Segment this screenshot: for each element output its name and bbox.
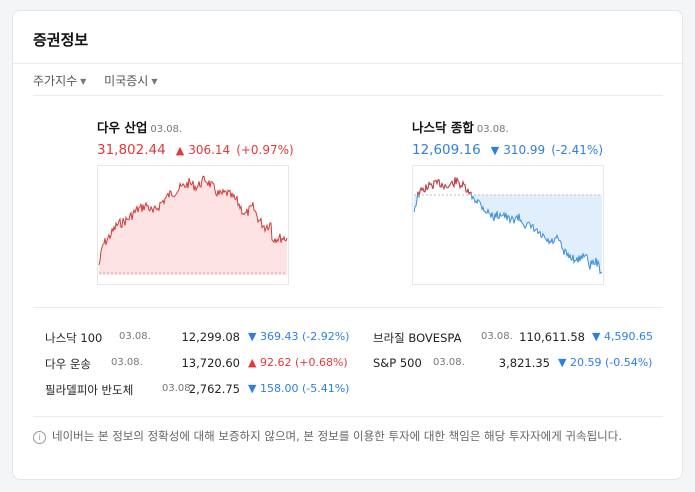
stock-info-widget: 증권정보 주가지수 ▼ 미국증시 ▼ 다우 산업 03.08. 31,802.44 ▲ 3… (12, 10, 683, 480)
nasdaq-area (414, 195, 602, 274)
index-name: 다우 산업 (97, 120, 148, 135)
list-item-date: 03.08. (162, 383, 194, 394)
index-values: 12,609.16 ▼ 310.99 (-2.41%) (412, 142, 603, 158)
up-triangle-icon: ▲ (175, 144, 185, 157)
down-triangle-icon: ▼ (558, 356, 567, 369)
dow-line (98, 175, 288, 266)
tab-us-market[interactable]: 미국증시 ▼ (104, 72, 157, 89)
caret-down-icon: ▼ (151, 77, 158, 86)
down-triangle-icon: ▼ (248, 382, 257, 395)
list-item-name: 다우 운송 (45, 357, 91, 371)
disclaimer-text: 네이버는 본 정보의 정확성에 대해 보증하지 않으며, 본 정보를 이용한 투… (52, 429, 622, 443)
list-item-change: ▼ 20.59 (-0.54%) (558, 356, 653, 369)
list-item-name: S&P 500 (373, 356, 422, 370)
tab-market-index[interactable]: 주가지수 ▼ (33, 72, 86, 89)
dow-area (99, 176, 287, 275)
list-item-value: 2,762.75 (188, 382, 240, 396)
down-triangle-icon: ▼ (592, 330, 601, 343)
list-item-value: 13,720.60 (181, 356, 240, 370)
list-item-date: 03.08. (119, 331, 151, 342)
dow-intraday-chart[interactable] (97, 165, 289, 285)
list-item-change: ▲ 92.62 (+0.68%) (248, 356, 348, 369)
list-item-value: 12,299.08 (181, 330, 240, 344)
index-change: 310.99 (503, 143, 546, 157)
list-item[interactable]: 다우 운송 03.08. 13,720.60 ▲ 92.62 (+0.68%) (45, 356, 348, 372)
list-item-name: 필라델피아 반도체 (45, 383, 134, 397)
index-percent: (-2.41%) (551, 143, 604, 157)
nasdaq-line-above-close (417, 177, 472, 195)
header-divider (13, 63, 682, 64)
list-item-date: 03.08. (433, 357, 465, 368)
index-name: 나스닥 종합 (412, 120, 474, 135)
index-percent: (+0.97%) (236, 143, 294, 157)
index-value: 31,802.44 (97, 142, 166, 158)
index-date: 03.08. (150, 124, 183, 135)
index-summary-dow[interactable]: 다우 산업 03.08. 31,802.44 ▲ 306.14 (+0.97%) (97, 117, 294, 158)
widget-title: 증권정보 (33, 31, 89, 49)
tabs-divider (33, 95, 663, 96)
index-values: 31,802.44 ▲ 306.14 (+0.97%) (97, 142, 294, 158)
list-item[interactable]: S&P 500 03.08. 3,821.35 ▼ 20.59 (-0.54%) (373, 356, 663, 372)
list-item-change: ▼ 158.00 (-5.41%) (248, 382, 350, 395)
list-item-name: 나스닥 100 (45, 331, 103, 345)
nasdaq-intraday-chart[interactable] (412, 165, 604, 285)
list-item-value: 110,611.58 (519, 330, 585, 344)
list-item-change: ▼ 4,590.65 (592, 330, 653, 343)
caret-down-icon: ▼ (80, 77, 87, 86)
list-item[interactable]: 필라델피아 반도체 03.08. 2,762.75 ▼ 158.00 (-5.4… (45, 382, 349, 398)
list-divider (33, 307, 663, 308)
index-summary-nasdaq[interactable]: 나스닥 종합 03.08. 12,609.16 ▼ 310.99 (-2.41%) (412, 117, 603, 158)
down-triangle-icon: ▼ (248, 330, 257, 343)
up-triangle-icon: ▲ (248, 356, 257, 369)
list-item-date: 03.08. (111, 357, 143, 368)
list-item-value: 3,821.35 (498, 356, 550, 370)
down-triangle-icon: ▼ (490, 144, 500, 157)
index-change: 306.14 (188, 143, 231, 157)
tab-label: 주가지수 (33, 74, 78, 88)
tab-label: 미국증시 (104, 74, 149, 88)
notice-divider (33, 416, 663, 417)
list-item-change: ▼ 369.43 (-2.92%) (248, 330, 350, 343)
list-item[interactable]: 브라질 BOVESPA 03.08. 110,611.58 ▼ 4,590.65 (373, 330, 663, 346)
list-item-date: 03.08. (481, 331, 513, 342)
disclaimer-notice: i 네이버는 본 정보의 정확성에 대해 보증하지 않으며, 본 정보를 이용한 … (33, 429, 663, 444)
tab-bar: 주가지수 ▼ 미국증시 ▼ (33, 72, 171, 89)
list-item-name: 브라질 BOVESPA (373, 331, 462, 345)
index-value: 12,609.16 (412, 142, 481, 158)
info-icon: i (33, 431, 46, 444)
list-item[interactable]: 나스닥 100 03.08. 12,299.08 ▼ 369.43 (-2.92… (45, 330, 349, 346)
index-date: 03.08. (476, 124, 509, 135)
